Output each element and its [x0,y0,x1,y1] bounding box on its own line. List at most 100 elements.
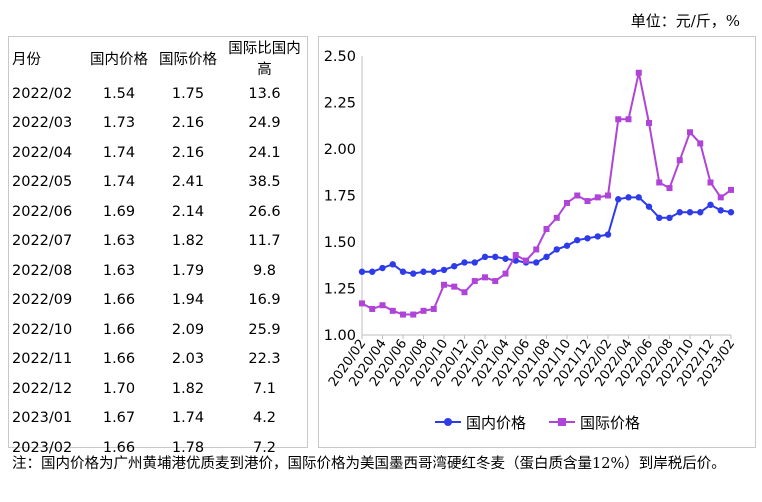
data-point [502,270,509,277]
price-line-chart: 1.001.251.501.752.002.252.502020/022020/… [324,49,739,432]
data-point [389,307,396,314]
data-point [676,157,683,164]
table-cell: 26.6 [248,203,281,220]
data-point [471,259,478,266]
table-cell: 1.82 [171,233,205,250]
data-point [563,242,571,249]
data-point [482,274,488,281]
data-point [615,196,622,203]
table-cell: 24.9 [248,115,281,132]
table-cell: 2.03 [171,351,205,368]
table-cell: 2022/09 [12,292,73,309]
data-point [523,257,529,264]
legend-label: 国际价格 [580,414,640,432]
table-cell: 1.63 [102,233,136,250]
table-row: 2023/02 1.66 1.78 7.2 [9,433,307,463]
data-point [379,264,386,272]
table-row: 2022/07 1.63 1.82 11.7 [9,227,307,257]
data-point [686,209,694,216]
table-header-cell: 国际价格 [159,51,217,68]
data-point [359,300,365,307]
table-cell: 1.74 [171,410,205,427]
data-point [727,209,735,216]
data-point [728,186,734,193]
table-cell: 1.70 [102,380,136,397]
table-header-cell: 国内价格 [90,51,148,68]
table-cell: 38.5 [248,174,281,191]
data-point [656,214,663,222]
data-point [635,69,642,76]
data-point [410,311,417,318]
data-point [553,246,560,253]
data-point [461,259,468,266]
data-point [502,255,509,262]
data-point [594,233,601,240]
table-cell: 1.66 [102,321,136,338]
data-point [625,194,632,201]
data-point [717,194,724,201]
table-cell: 1.79 [171,262,205,279]
data-point [574,192,581,199]
table-cell: 1.54 [102,85,136,102]
table-cell: 22.3 [248,351,281,368]
data-point [430,268,437,275]
table-cell: 2022/03 [12,115,73,132]
data-point [389,261,396,268]
y-tick-label: 1.50 [324,235,356,251]
table-cell: 1.94 [171,292,205,309]
table-cell: 11.7 [248,233,281,250]
table-row: 2022/05 1.74 2.41 38.5 [9,168,307,198]
y-tick-label: 2.25 [324,96,356,112]
table-cell: 16.9 [248,292,281,309]
data-point [420,268,427,275]
table-cell: 1.74 [102,144,136,161]
table-cell: 13.6 [248,85,281,102]
data-point [625,116,632,123]
table-cell: 2022/04 [12,144,73,161]
data-point [379,302,386,309]
table-row: 2022/02 1.54 1.75 13.6 [9,79,307,109]
table-cell: 1.69 [102,203,136,220]
unit-label: 单位：元/斤，% [630,12,740,30]
table-row: 2022/11 1.66 2.03 22.3 [9,345,307,375]
table-row: 2022/08 1.63 1.79 9.8 [9,256,307,286]
table-row: 2022/12 1.70 1.82 7.1 [9,374,307,404]
data-point [410,270,417,277]
table-row: 2022/10 1.66 2.09 25.9 [9,315,307,345]
data-point [717,207,724,214]
legend-label: 国内价格 [466,414,526,432]
table-cell: 2022/10 [12,321,73,338]
data-point [687,129,693,136]
data-point [646,119,652,126]
table-cell: 2022/05 [12,174,73,191]
table-cell: 2.09 [171,321,205,338]
table-cell: 2023/02 [12,439,73,456]
table-row: 2022/03 1.73 2.16 24.9 [9,109,307,139]
data-point [369,268,376,275]
table-row: 2022/04 1.74 2.16 24.1 [9,138,307,168]
table-row: 2022/06 1.69 2.14 26.6 [9,197,307,227]
data-point [492,278,499,285]
data-point [564,199,570,206]
table-row: 2022/09 1.66 1.94 16.9 [9,286,307,316]
data-point [400,311,406,318]
data-point [492,253,499,261]
series-line-domestic [362,196,732,275]
price-table-panel: 月份 国内价格 国际价格 国际比国内高 2022/02 1.54 1.75 13.6 2022… [8,36,308,456]
data-point [676,209,683,216]
data-point [666,185,673,192]
data-point [574,236,581,244]
table-cell: 7.2 [252,439,277,456]
data-point [666,214,673,222]
table-cell: 2.16 [171,115,205,132]
table-cell: 1.74 [102,174,136,191]
data-point [481,253,489,261]
data-point [512,252,519,259]
table-cell: 2022/02 [12,85,73,102]
table-cell: 1.66 [102,439,136,456]
data-point [369,305,376,312]
table-cell: 2022/07 [12,233,73,250]
data-point [584,235,591,242]
data-point [543,225,550,232]
table-cell: 1.66 [102,292,136,309]
